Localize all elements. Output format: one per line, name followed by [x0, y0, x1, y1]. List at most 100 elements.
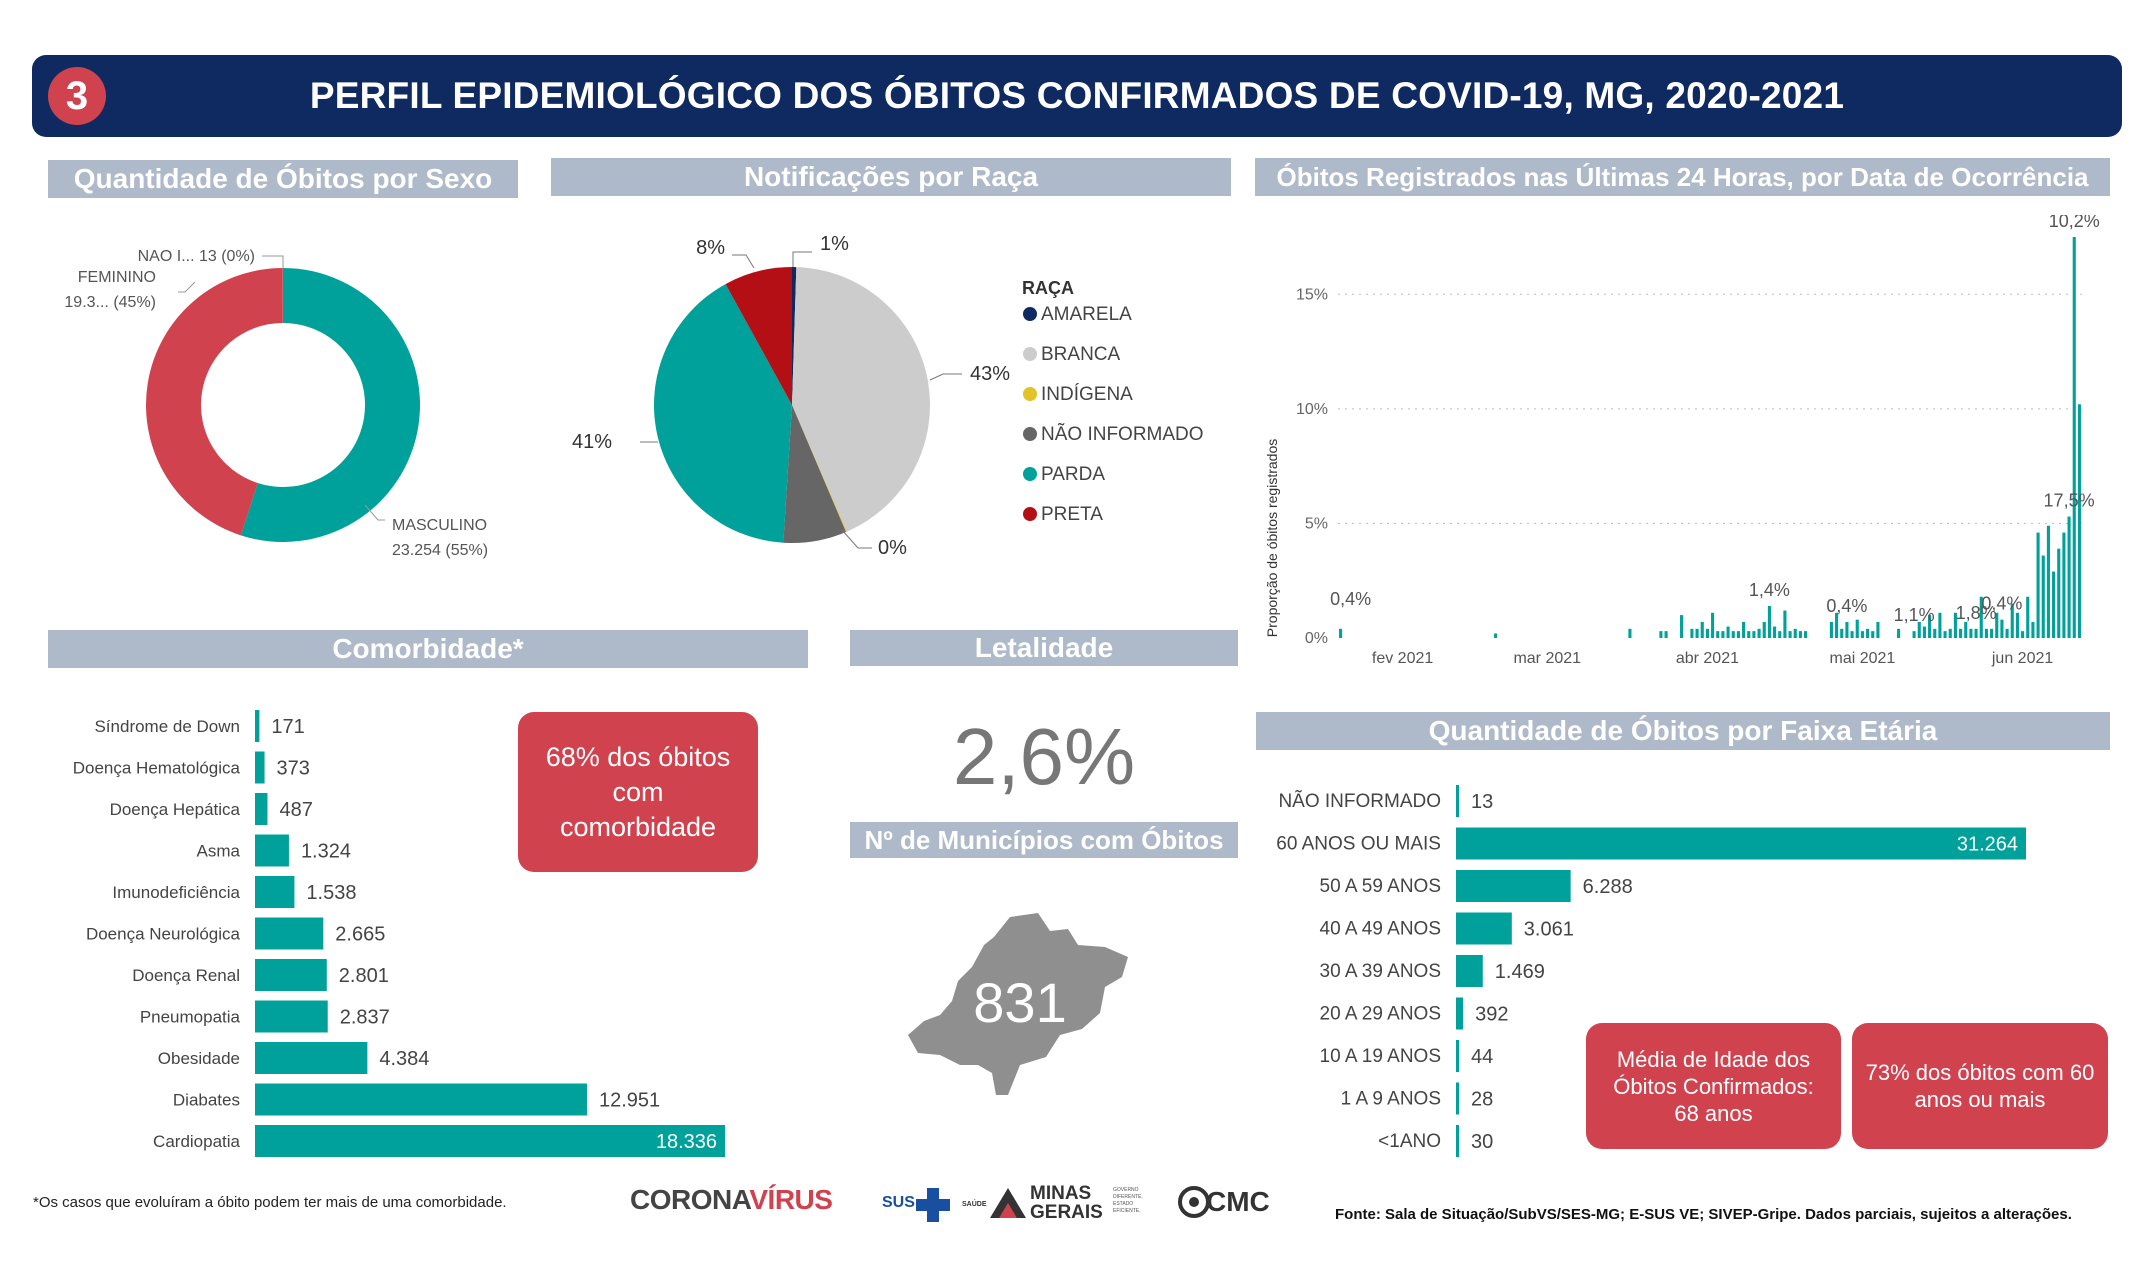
minas-logo-icon	[990, 1188, 1026, 1218]
footnote: *Os casos que evoluíram a óbito podem te…	[33, 1194, 507, 1211]
tl-bar	[1938, 612, 1942, 638]
raca-pie-chart: 1% 43% 0% 41% 8% RAÇA AMARELA BRANCA INDÍGENA NÃ…	[572, 233, 1204, 559]
ultimas24-bar-chart: 0,4% 1,4%0,4% 1,1% 1,8%0,4%17,5%10,2% 0%5%1…	[1264, 215, 2100, 667]
tl-bar	[1912, 631, 1916, 638]
tl-bar	[1757, 628, 1761, 638]
pie-legend-label-branca: BRANCA	[1041, 344, 1121, 365]
bar-value-label: 2.665	[335, 924, 385, 946]
tl-bar	[1752, 631, 1756, 638]
tl-bar	[1860, 631, 1864, 638]
section-title-comorbidade: Comorbidade*	[48, 630, 808, 668]
page-title: PERFIL EPIDEMIOLÓGICO DOS ÓBITOS CONFIRM…	[309, 75, 1845, 116]
faixa-bar-chart: NÃO INFORMADO 13 60 ANOS OU MAIS 31.264 50 A…	[1276, 785, 2026, 1157]
data-source: Fonte: Sala de Situação/SubVS/SES-MG; E-…	[1335, 1206, 2072, 1223]
comorbidade-highlight-text: 68% dos óbitos com comorbidade	[545, 741, 731, 842]
donut-label-nao-informado: NAO I... 13 (0%)	[138, 248, 255, 265]
tl-bar	[1835, 612, 1839, 638]
bar-category-label: Doença Neurológica	[86, 925, 241, 944]
tl-bar	[2010, 603, 2014, 638]
corona-logo-text-b: VÍRUS	[749, 1184, 833, 1215]
bar-nao-informado	[1456, 785, 1459, 817]
tl-bar	[1747, 631, 1751, 638]
bar-value-label: 31.264	[1957, 834, 2018, 856]
corona-logo-text-a: CORONA	[630, 1184, 750, 1215]
bar-value-label: 171	[271, 716, 304, 738]
pie-label-branca: 43%	[970, 363, 1010, 385]
pie-legend-marker-amarela	[1023, 307, 1037, 321]
pie-slice-preta	[725, 267, 792, 405]
comorbidade-bar-chart: Síndrome de Down 171 Doença Hematológica 37…	[73, 710, 725, 1157]
tl-bar	[1762, 621, 1766, 638]
tl-data-label: 10,2%	[2049, 215, 2100, 231]
tl-bar	[2046, 525, 2050, 638]
section-number-badge: 3	[48, 67, 106, 125]
bar-category-label: 40 A 49 ANOS	[1320, 919, 1441, 940]
bar-category-label: NÃO INFORMADO	[1278, 790, 1441, 812]
tl-bar	[1876, 621, 1880, 638]
donut-label-masculino: MASCULINO	[392, 517, 487, 534]
bar-category-label: Diabates	[173, 1091, 240, 1110]
bar-sindrome-de-down	[255, 710, 260, 742]
tl-bar	[1974, 628, 1978, 638]
acima60-box: 73% dos óbitos com 60 anos ou mais	[1852, 1023, 2108, 1149]
pie-legend-label-nao-informado: NÃO INFORMADO	[1041, 423, 1204, 445]
bar-40-a-49-anos	[1456, 912, 1512, 945]
bar-10-a-19-anos	[1456, 1040, 1459, 1072]
tl-bar	[1959, 628, 1963, 638]
tl-bar	[2041, 555, 2045, 638]
bar-60-anos-ou-mais	[1456, 827, 2026, 860]
tl-bar	[1788, 631, 1792, 638]
tl-bar	[1845, 621, 1849, 638]
pie-legend-marker-parda	[1023, 467, 1037, 481]
pie-legend-label-amarela: AMARELA	[1041, 304, 1132, 325]
pie-legend-marker-indigena	[1023, 387, 1037, 401]
tl-bar	[1969, 628, 1973, 638]
tl-bar	[1871, 631, 1875, 638]
tl-bar	[2072, 237, 2076, 638]
donut-slice-masculino	[240, 268, 420, 542]
tl-bar	[1659, 631, 1663, 638]
tl-bar	[1866, 628, 1870, 638]
saude-label: SAÚDE	[962, 1201, 987, 1208]
bar-30-a-39-anos	[1456, 955, 1483, 987]
bar-category-label: 10 A 19 ANOS	[1320, 1046, 1441, 1067]
tl-bar	[1928, 615, 1932, 638]
tl-bar	[1897, 628, 1901, 638]
pie-leader-amarela	[792, 251, 812, 267]
tl-bar	[1716, 631, 1720, 638]
pie-label-parda: 41%	[572, 431, 612, 453]
bar-obesidade	[255, 1042, 368, 1074]
sexo-donut-chart: MASCULINO 23.254 (55%) FEMININO 19.3... (45…	[64, 248, 488, 559]
bar-asma	[255, 834, 289, 867]
tl-bar	[1829, 621, 1833, 638]
section-title-municipios: Nº de Municípios com Óbitos	[850, 822, 1238, 858]
pie-leader-indigena	[841, 529, 872, 549]
donut-leader-feminino	[178, 281, 196, 293]
bar-category-label: 20 A 29 ANOS	[1320, 1004, 1441, 1025]
donut-value-feminino: 19.3... (45%)	[64, 294, 156, 311]
bar-value-label: 2.801	[339, 965, 389, 987]
tl-bar	[1979, 596, 1983, 638]
tl-xtick-label: jun 2021	[1991, 650, 2053, 667]
tl-ytick-label: 0%	[1305, 630, 1328, 647]
donut-label-feminino: FEMININO	[78, 269, 156, 286]
tl-bar	[1742, 621, 1746, 638]
bar-value-label: 44	[1471, 1046, 1493, 1068]
section-title-ultimas24: Óbitos Registrados nas Últimas 24 Horas,…	[1255, 158, 2110, 196]
pie-slice-amarela	[792, 267, 797, 405]
minas-gerais-map-shape	[908, 913, 1128, 1095]
tl-bar	[1948, 628, 1952, 638]
tl-bar	[1855, 619, 1859, 638]
tl-bar	[1793, 628, 1797, 638]
tl-bar	[1767, 605, 1771, 638]
tl-bar	[1726, 626, 1730, 638]
tl-bar	[1964, 621, 1968, 638]
bar-category-label: Asma	[197, 842, 241, 861]
bar-category-label: 50 A 59 ANOS	[1320, 876, 1441, 897]
comorbidade-highlight-box: 68% dos óbitos com comorbidade	[518, 712, 758, 872]
pie-leader-preta	[732, 254, 755, 269]
bar-category-label: Imunodeficiência	[112, 883, 240, 902]
bar-pneumopatia	[255, 1000, 328, 1033]
municipios-value: 831	[973, 971, 1067, 1034]
tl-bar	[1705, 628, 1709, 638]
